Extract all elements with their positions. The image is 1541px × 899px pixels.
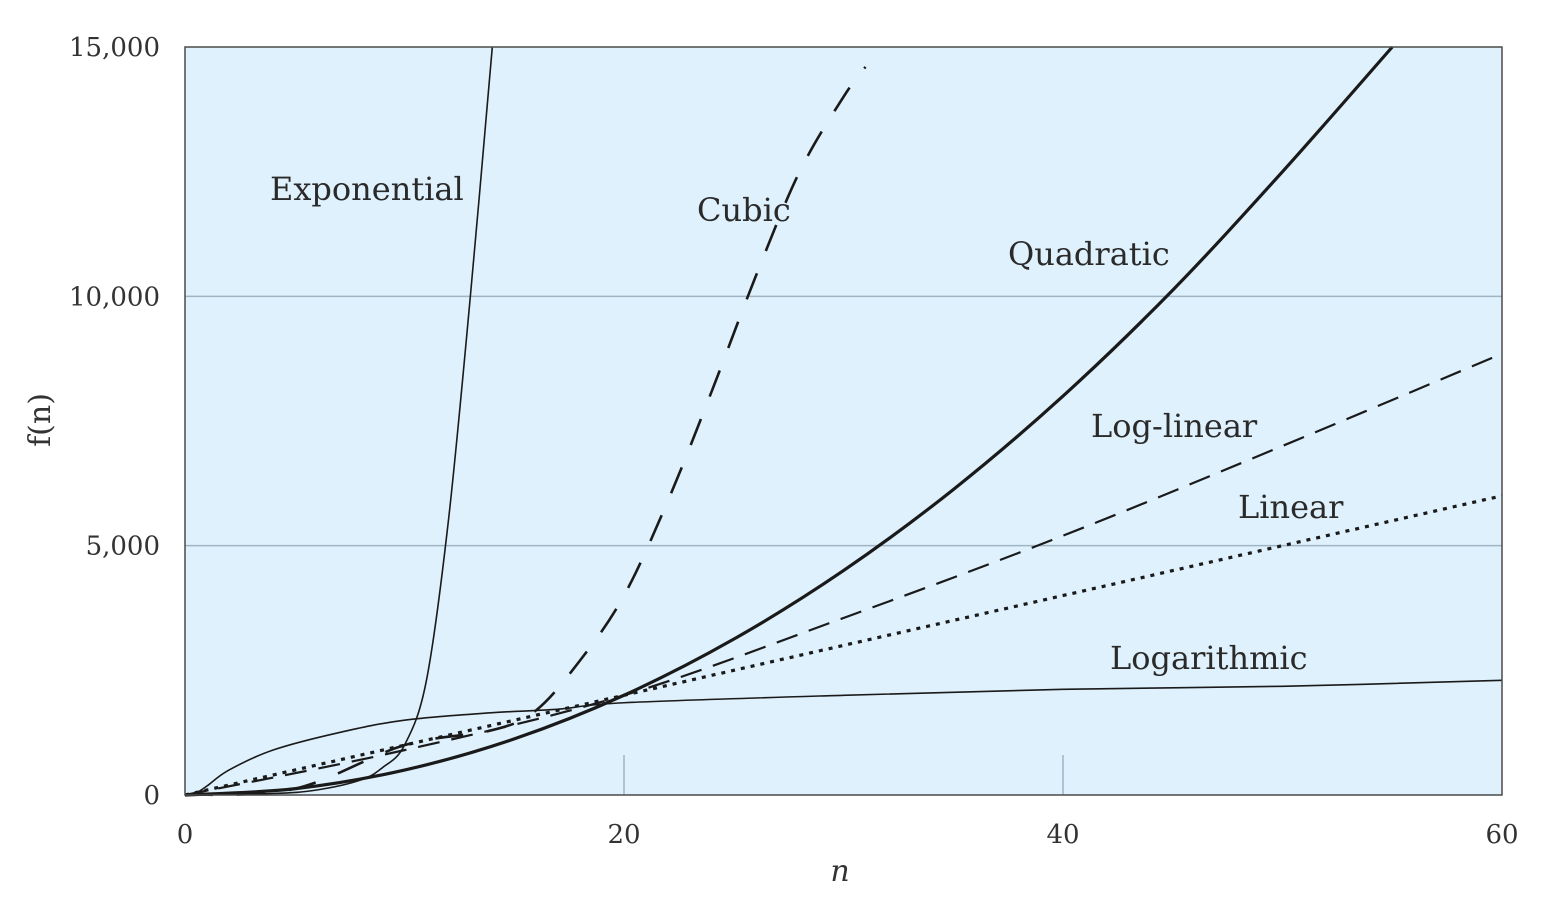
x-tick-labels: 0 20 40 60 (177, 820, 1519, 850)
series-curves (184, 45, 1503, 797)
series-label-log-linear: Log-linear (1091, 407, 1258, 445)
gridlines (185, 295, 1502, 547)
y-axis-title: f(n) (23, 393, 58, 447)
series-label-quadratic: Quadratic (1008, 235, 1170, 273)
series-line-logarithmic (184, 679, 1503, 796)
y-tick-label-10-000: 10,000 (69, 282, 160, 312)
series-line-log-linear (184, 352, 1503, 797)
series-line-quadratic (184, 45, 1394, 797)
y-tick-label-0: 0 (143, 781, 160, 811)
y-tick-label-5-000: 5,000 (86, 532, 160, 562)
plot-frame (184, 46, 1503, 796)
x-tick-label-0: 0 (177, 820, 194, 850)
y-tick-labels: 0 5,000 10,000 15,000 (69, 33, 160, 811)
series-label-logarithmic: Logarithmic (1110, 639, 1308, 677)
y-tick-label-15-000: 15,000 (69, 33, 160, 63)
x-axis-title: n (830, 854, 849, 889)
series-line-exponential (184, 46, 494, 796)
series-line-cubic (184, 66, 867, 797)
x-tick-marks (623, 755, 1064, 795)
x-tick-label-60: 60 (1485, 820, 1518, 850)
x-tick-label-20: 20 (607, 820, 640, 850)
plot-area (185, 47, 1502, 795)
series-label-linear: Linear (1238, 488, 1344, 526)
x-tick-label-40: 40 (1046, 820, 1079, 850)
series-label-cubic: Cubic (697, 191, 791, 229)
series-label-exponential: Exponential (270, 170, 464, 208)
